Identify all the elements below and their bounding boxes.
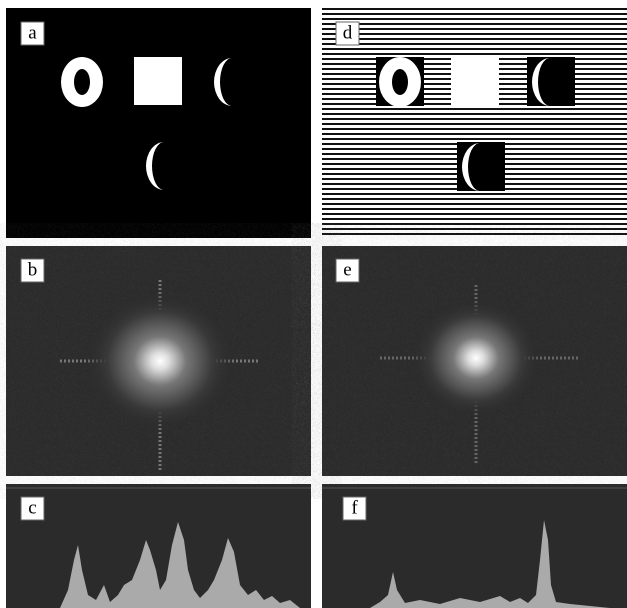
panel-f: f (322, 484, 627, 608)
panel-label: d (343, 22, 353, 43)
panel-label: e (343, 259, 351, 280)
panel-b: b (6, 246, 311, 476)
panel-label: a (28, 22, 37, 43)
panel-d: d (322, 8, 627, 238)
panel-label: b (28, 259, 38, 280)
panel-label: c (28, 497, 36, 518)
panel-label: f (351, 497, 358, 518)
panel-c: c (6, 484, 311, 608)
panel-a: a (6, 8, 311, 238)
figure: a d b e c (0, 0, 627, 608)
panel-e: e (322, 246, 627, 476)
